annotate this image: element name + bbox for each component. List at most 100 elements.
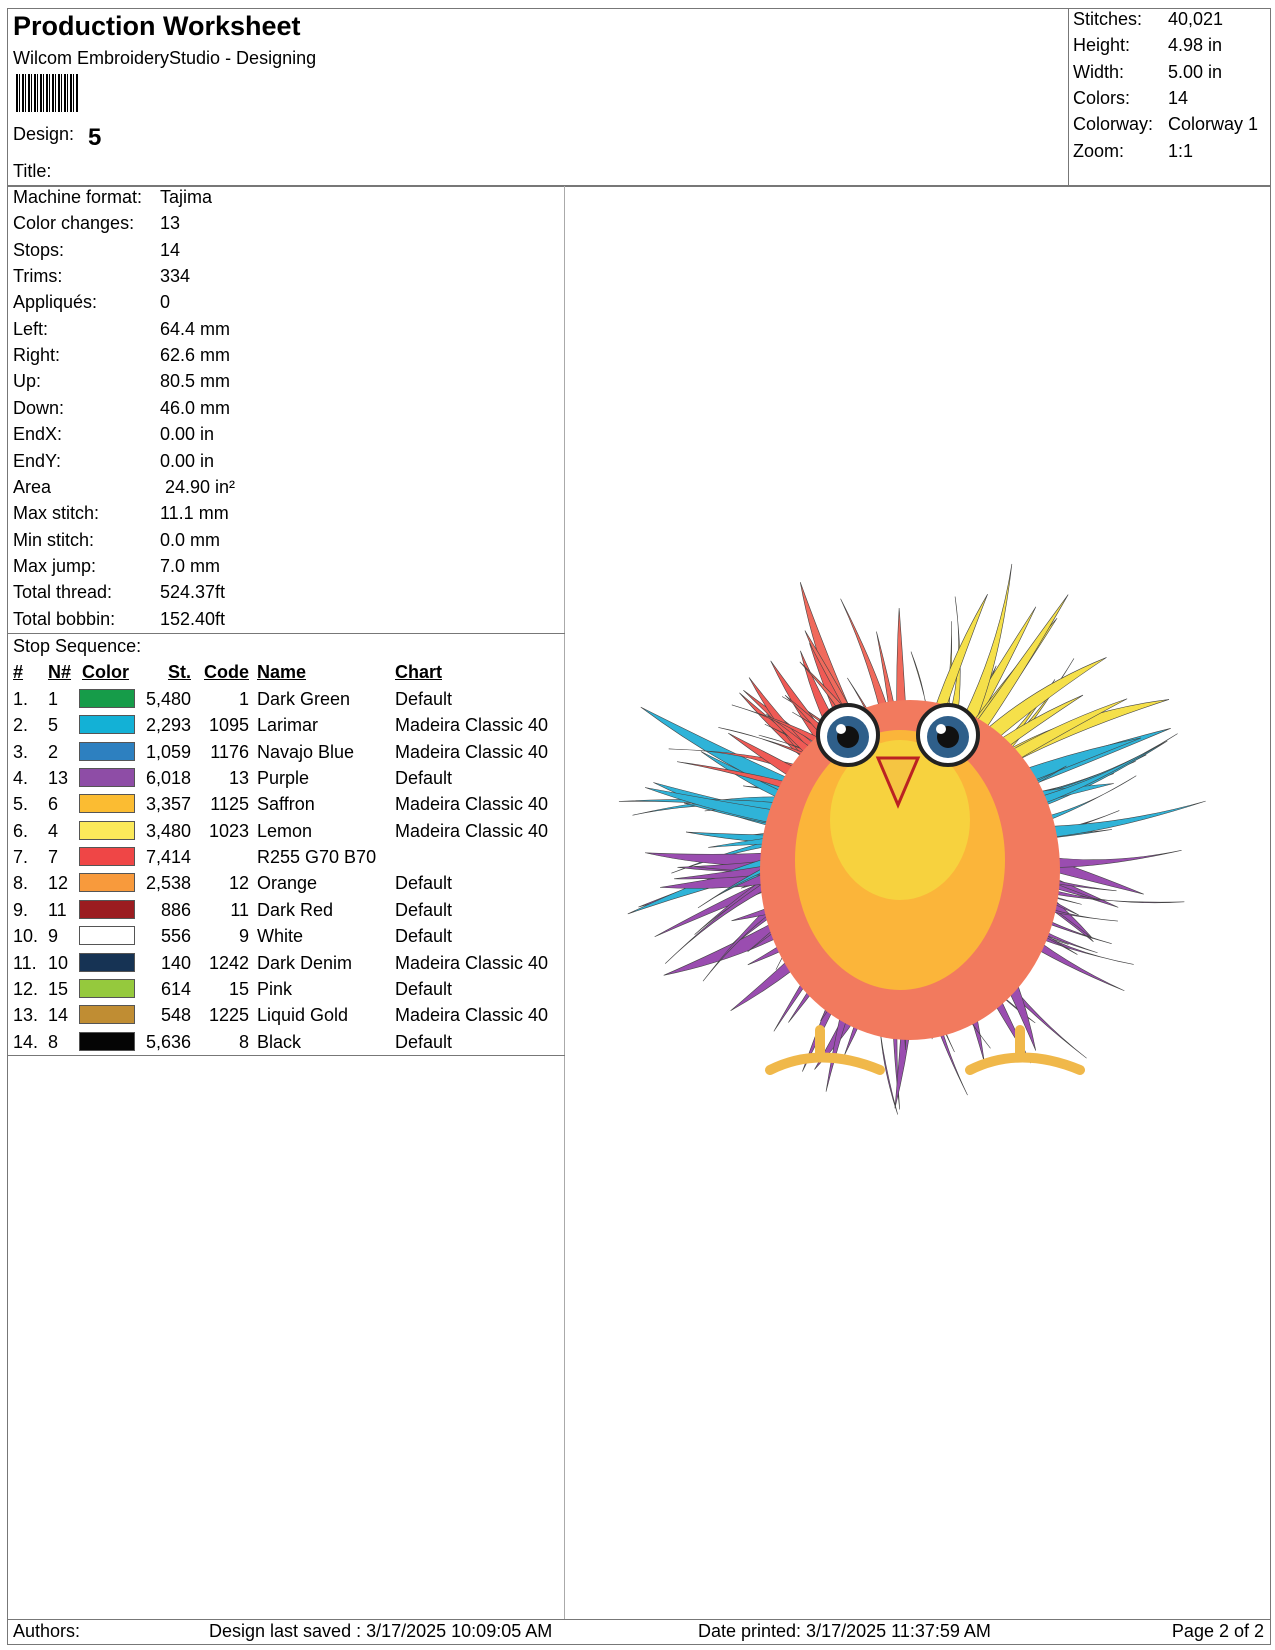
row-name: Pink: [257, 978, 293, 999]
row-stitches: 1,059: [145, 741, 191, 762]
row-num: 8.: [13, 873, 29, 894]
row-num: 9.: [13, 899, 29, 920]
row-needle: 14: [48, 1005, 69, 1026]
detail-label: Max jump:: [13, 555, 97, 576]
row-chart: Madeira Classic 40: [395, 715, 549, 736]
row-name: Dark Red: [257, 899, 334, 920]
detail-label: Total bobbin:: [13, 608, 116, 629]
color-swatch: [79, 820, 135, 840]
row-name: R255 G70 B70: [257, 847, 377, 868]
color-swatch: [79, 873, 135, 893]
row-code: 1225: [208, 1005, 249, 1026]
row-stitches: 886: [160, 899, 191, 920]
row-stitches: 2,293: [145, 715, 191, 736]
row-num: 14.: [13, 1031, 39, 1052]
row-name: Black: [257, 1031, 302, 1052]
row-num: 3.: [13, 741, 29, 762]
detail-label: Color changes:: [13, 213, 135, 234]
row-code: 1023: [208, 820, 249, 841]
frame-top: [7, 8, 1271, 9]
row-num: 10.: [13, 926, 39, 947]
row-stitches: 140: [160, 952, 191, 973]
eye-highlight: [836, 724, 846, 734]
left-panel-divider: [564, 186, 565, 1619]
software-subtitle: Wilcom EmbroideryStudio - Designing: [13, 48, 317, 68]
title-label: Title:: [13, 161, 52, 181]
col-num: #: [13, 662, 24, 682]
table-divider: [7, 1055, 565, 1056]
foot: [765, 1025, 885, 1075]
beak: [875, 756, 921, 809]
foot: [965, 1025, 1085, 1075]
row-name: Larimar: [257, 715, 319, 736]
detail-label: Trims:: [13, 266, 63, 287]
detail-label: Total thread:: [13, 582, 113, 603]
row-num: 2.: [13, 715, 29, 736]
summary-label: Height:: [1073, 35, 1131, 56]
row-code: 1095: [208, 715, 249, 736]
row-name: Dark Denim: [257, 952, 353, 973]
detail-value: 11.1 mm: [160, 503, 229, 524]
col-color: Color: [82, 662, 129, 682]
row-name: Saffron: [257, 794, 315, 815]
color-swatch: [79, 1005, 135, 1025]
col-needle: N#: [48, 662, 72, 682]
row-stitches: 556: [160, 926, 191, 947]
row-code: 13: [228, 768, 249, 789]
detail-value: 14: [160, 239, 181, 260]
footer-page-number: Page 2 of 2: [1171, 1621, 1264, 1641]
summary-label: Stitches:: [1073, 9, 1143, 29]
detail-value: 0: [160, 292, 171, 313]
color-swatch: [79, 768, 135, 788]
row-needle: 4: [48, 820, 59, 841]
summary-value: 14: [1168, 88, 1189, 109]
row-chart: Default: [395, 926, 453, 947]
row-chart: Madeira Classic 40: [395, 820, 549, 841]
row-needle: 2: [48, 741, 59, 762]
row-chart: Default: [395, 768, 453, 789]
row-chart: Madeira Classic 40: [395, 794, 549, 815]
design-label: Design:: [13, 124, 75, 144]
row-chart: Default: [395, 873, 453, 894]
row-code: 1242: [208, 952, 249, 973]
detail-value: 7.0 mm: [160, 555, 221, 576]
frame-right: [1270, 8, 1271, 1645]
footer-authors: Authors:: [13, 1621, 81, 1641]
detail-label: Down:: [13, 397, 65, 418]
col-stitches: St.: [167, 662, 191, 682]
row-name: White: [257, 926, 304, 947]
row-num: 12.: [13, 978, 39, 999]
row-name: Orange: [257, 873, 318, 894]
row-code: 9: [238, 926, 249, 947]
summary-divider: [1068, 8, 1069, 185]
summary-value: Colorway 1: [1168, 114, 1259, 135]
row-num: 4.: [13, 768, 29, 789]
summary-label: Width:: [1073, 61, 1125, 82]
row-code: 1176: [210, 741, 249, 762]
detail-value: 524.37ft: [160, 582, 226, 603]
color-swatch: [79, 794, 135, 814]
detail-value: 152.40ft: [160, 608, 226, 629]
header-divider: [7, 185, 1271, 187]
color-swatch: [79, 899, 135, 919]
row-num: 6.: [13, 820, 29, 841]
row-name: Lemon: [257, 820, 313, 841]
summary-value: 1:1: [1168, 140, 1194, 161]
stop-sequence-title: Stop Sequence:: [13, 636, 142, 656]
row-code: 8: [238, 1031, 249, 1052]
row-needle: 7: [48, 847, 59, 868]
col-name: Name: [257, 662, 307, 682]
row-needle: 11: [48, 899, 67, 920]
color-swatch: [79, 926, 135, 946]
row-name: Dark Green: [257, 689, 351, 709]
detail-label: Min stitch:: [13, 529, 95, 550]
frame-bottom: [7, 1644, 1271, 1645]
row-stitches: 7,414: [145, 847, 191, 868]
summary-label: Colors:: [1073, 88, 1131, 109]
row-needle: 10: [48, 952, 69, 973]
row-num: 1.: [13, 689, 29, 709]
row-num: 5.: [13, 794, 29, 815]
row-num: 7.: [13, 847, 29, 868]
row-chart: Default: [395, 899, 453, 920]
detail-label: EndX:: [13, 424, 63, 445]
